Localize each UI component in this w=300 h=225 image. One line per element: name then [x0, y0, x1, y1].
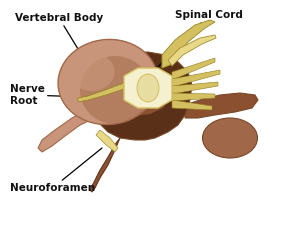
Polygon shape [172, 93, 215, 101]
Text: Neuroforamen: Neuroforamen [10, 148, 102, 193]
Text: Spinal Cord: Spinal Cord [155, 10, 243, 70]
Polygon shape [90, 138, 120, 192]
Text: Vertebral Body: Vertebral Body [15, 13, 103, 72]
Ellipse shape [202, 118, 257, 158]
Ellipse shape [80, 56, 150, 124]
Polygon shape [172, 100, 212, 110]
Text: Nerve
Root: Nerve Root [10, 84, 88, 106]
Ellipse shape [70, 53, 115, 91]
Ellipse shape [137, 74, 159, 102]
Polygon shape [38, 108, 95, 152]
Polygon shape [83, 52, 192, 140]
Polygon shape [108, 68, 170, 116]
Polygon shape [172, 70, 220, 87]
Polygon shape [172, 58, 215, 80]
Polygon shape [172, 82, 218, 94]
Polygon shape [162, 20, 215, 68]
Polygon shape [124, 68, 172, 108]
Polygon shape [96, 130, 118, 152]
Polygon shape [168, 35, 216, 66]
Polygon shape [78, 83, 124, 102]
Polygon shape [185, 93, 258, 118]
Ellipse shape [58, 39, 158, 125]
